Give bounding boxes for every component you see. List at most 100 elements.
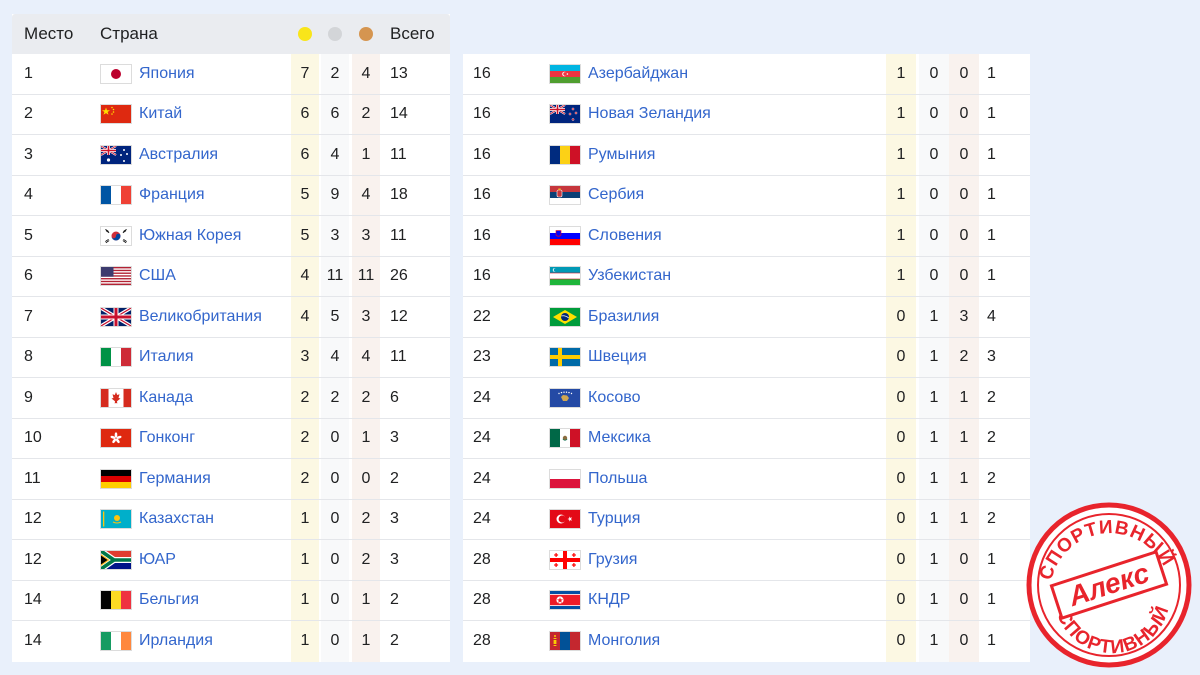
table-row: 24 Польша 0 1 1 2 [463, 459, 1030, 500]
country-link[interactable]: США [139, 267, 176, 285]
country-link[interactable]: Швеция [588, 348, 647, 366]
country-link[interactable]: Словения [588, 226, 662, 244]
table-row: 16 Узбекистан 1 0 0 1 [463, 256, 1030, 297]
bronze-count: 2 [361, 550, 371, 568]
bronze-medal-icon[interactable] [359, 27, 373, 41]
silver-medal-icon[interactable] [328, 27, 342, 41]
stamp-outer-ring [1026, 502, 1192, 668]
gold-count: 1 [896, 267, 906, 285]
silver-count: 1 [929, 429, 939, 447]
belgium-flag-icon [100, 590, 132, 611]
silver-count: 2 [330, 388, 340, 406]
bronze-count: 0 [959, 226, 969, 244]
gold-count: 6 [300, 105, 310, 123]
medal-table-right: 16 Азербайджан 1 0 0 1 16 Новая Зеландия 1 0 0 1 16 Р… [463, 54, 1030, 662]
country-link[interactable]: Новая Зеландия [588, 105, 711, 123]
table-row: 9 Канада 2 2 2 6 [12, 378, 450, 419]
country-link[interactable]: Япония [139, 64, 195, 82]
country-link[interactable]: Румыния [588, 145, 656, 163]
italy-flag-icon [100, 347, 132, 368]
usa-flag-icon [100, 266, 132, 287]
country-link[interactable]: Польша [588, 469, 648, 487]
table-row: 7 Великобритания 4 5 3 12 [12, 297, 450, 338]
gold-count: 1 [896, 186, 906, 204]
slovenia-flag-icon [549, 225, 581, 246]
gold-count: 2 [300, 388, 310, 406]
gold-count: 1 [896, 226, 906, 244]
total-header[interactable]: Всего [390, 24, 435, 43]
gold-count: 0 [896, 307, 906, 325]
rank-value: 14 [24, 632, 42, 650]
country-link[interactable]: Гонконг [139, 429, 196, 447]
country-link[interactable]: Косово [588, 388, 641, 406]
bronze-count: 2 [361, 105, 371, 123]
country-link[interactable]: Бразилия [588, 307, 660, 325]
country-link[interactable]: Монголия [588, 632, 661, 650]
total-count: 1 [987, 632, 996, 650]
table-row: 16 Новая Зеландия 1 0 0 1 [463, 94, 1030, 135]
ireland-flag-icon [100, 631, 132, 652]
bronze-count: 11 [357, 267, 375, 285]
gold-medal-icon[interactable] [298, 27, 312, 41]
country-link[interactable]: Узбекистан [588, 267, 672, 285]
silver-count: 4 [330, 348, 340, 366]
total-count: 3 [390, 550, 399, 568]
country-link[interactable]: Турция [588, 510, 641, 528]
total-count: 2 [390, 632, 399, 650]
country-link[interactable]: ЮАР [139, 550, 176, 568]
silver-count: 0 [929, 64, 939, 82]
silver-count: 1 [929, 591, 939, 609]
china-flag-icon [100, 104, 132, 125]
total-count: 18 [390, 186, 408, 204]
rank-value: 12 [24, 510, 42, 528]
rank-value: 16 [473, 64, 491, 82]
bronze-count: 0 [959, 632, 969, 650]
country-link[interactable]: Великобритания [139, 307, 262, 325]
canada-flag-icon [100, 387, 132, 408]
bronze-count: 3 [959, 307, 969, 325]
table-row: 24 Мексика 0 1 1 2 [463, 418, 1030, 459]
rank-value: 16 [473, 267, 491, 285]
total-count: 1 [987, 267, 996, 285]
silver-count: 0 [330, 632, 340, 650]
silver-count: 0 [330, 591, 340, 609]
country-link[interactable]: Канада [139, 388, 194, 406]
table-row: 1 Япония 7 2 4 13 [12, 54, 450, 95]
gold-count: 0 [896, 429, 906, 447]
south-korea-flag-icon [100, 225, 132, 246]
bronze-count: 3 [361, 226, 371, 244]
gold-count: 2 [300, 469, 310, 487]
rank-value: 14 [24, 591, 42, 609]
country-link[interactable]: Грузия [588, 550, 638, 568]
country-link[interactable]: КНДР [588, 591, 631, 609]
country-link[interactable]: Бельгия [139, 591, 199, 609]
gold-count: 0 [896, 591, 906, 609]
country-link[interactable]: Казахстан [139, 510, 214, 528]
silver-count: 1 [929, 307, 939, 325]
romania-flag-icon [549, 144, 581, 165]
sweden-flag-icon [549, 347, 581, 368]
silver-count: 1 [929, 550, 939, 568]
total-count: 6 [390, 388, 399, 406]
country-link[interactable]: Австралия [139, 145, 219, 163]
rank-value: 6 [24, 267, 33, 285]
rank-value: 28 [473, 591, 491, 609]
country-link[interactable]: Южная Корея [139, 226, 242, 244]
table-row: 11 Германия 2 0 0 2 [12, 459, 450, 500]
rank-value: 16 [473, 226, 491, 244]
country-link[interactable]: Ирландия [139, 632, 213, 650]
country-link[interactable]: Сербия [588, 186, 645, 204]
table-row: 14 Ирландия 1 0 1 2 [12, 621, 450, 662]
silver-count: 0 [929, 105, 939, 123]
table-header: Место Страна Всего [12, 14, 450, 54]
country-link[interactable]: Германия [139, 469, 211, 487]
rank-value: 2 [24, 105, 33, 123]
rank-value: 24 [473, 510, 491, 528]
country-link[interactable]: Мексика [588, 429, 651, 447]
table-row: 28 Грузия 0 1 0 1 [463, 540, 1030, 581]
country-link[interactable]: Китай [139, 105, 183, 123]
total-count: 3 [987, 348, 996, 366]
country-link[interactable]: Италия [139, 348, 194, 366]
country-link[interactable]: Франция [139, 186, 205, 204]
country-link[interactable]: Азербайджан [588, 64, 689, 82]
